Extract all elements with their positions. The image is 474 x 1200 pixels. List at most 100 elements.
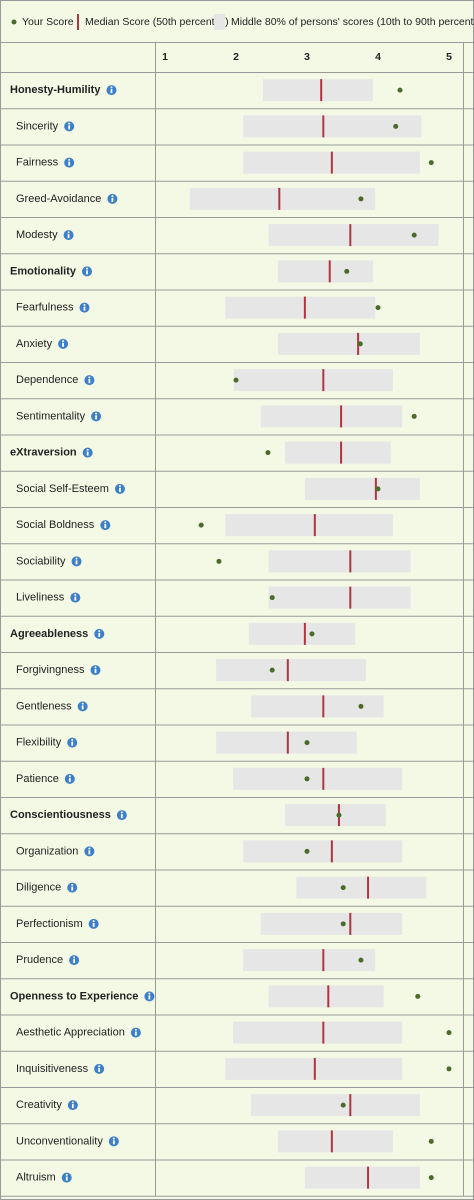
range-bar — [277, 260, 374, 283]
row-label: Gentleness — [16, 700, 72, 712]
row-label: Unconventionality — [16, 1135, 103, 1147]
info-stem — [74, 596, 77, 601]
info-icon[interactable] — [64, 773, 75, 784]
info-stem — [95, 415, 97, 420]
info-dot — [111, 195, 114, 198]
info-icon[interactable] — [67, 1100, 78, 1111]
info-icon[interactable] — [108, 1136, 119, 1147]
median-line — [349, 224, 352, 247]
row-label: Agreeableness — [10, 628, 88, 640]
info-icon[interactable] — [107, 193, 118, 204]
row-label: Social Boldness — [16, 519, 95, 531]
range-bar — [250, 695, 384, 718]
info-stem — [68, 777, 71, 782]
info-icon[interactable] — [144, 991, 155, 1002]
score-dot — [428, 1138, 434, 1144]
info-icon[interactable] — [91, 411, 102, 422]
row-label: Flexibility — [16, 737, 62, 749]
score-dot — [198, 522, 204, 528]
range-bar — [260, 405, 403, 428]
range-bar — [296, 876, 427, 899]
info-icon[interactable] — [106, 85, 117, 96]
info-stem — [119, 487, 121, 492]
info-dot — [94, 666, 97, 669]
row-label: Modesty — [16, 229, 58, 241]
info-dot — [86, 448, 89, 451]
range-bar — [268, 550, 411, 573]
x-tick-label: 1 — [162, 51, 168, 63]
range-bar — [243, 840, 403, 863]
info-icon[interactable] — [82, 447, 93, 458]
row-label: Conscientiousness — [10, 809, 111, 821]
info-icon[interactable] — [84, 375, 95, 386]
row-label: Organization — [16, 845, 78, 857]
median-line — [322, 369, 325, 392]
info-dot — [62, 340, 65, 343]
info-icon[interactable] — [70, 592, 81, 603]
info-icon[interactable] — [67, 882, 78, 893]
row-label: Diligence — [16, 882, 61, 894]
median-line — [322, 767, 325, 790]
info-dot — [75, 557, 78, 560]
info-icon[interactable] — [114, 483, 125, 494]
info-icon[interactable] — [84, 846, 95, 857]
info-dot — [73, 956, 76, 959]
info-icon[interactable] — [63, 230, 74, 241]
score-dot — [411, 413, 417, 419]
median-line — [328, 260, 331, 283]
score-dot — [393, 123, 399, 129]
info-stem — [134, 1031, 137, 1036]
range-bar — [284, 441, 391, 464]
info-icon[interactable] — [67, 737, 78, 748]
info-icon[interactable] — [88, 918, 99, 929]
info-icon[interactable] — [64, 121, 75, 132]
legend-dot — [11, 19, 17, 25]
score-dot — [265, 450, 271, 456]
info-stem — [111, 197, 114, 202]
info-icon[interactable] — [71, 556, 82, 567]
info-icon[interactable] — [90, 665, 101, 676]
score-dot — [375, 305, 381, 311]
info-dot — [134, 1028, 137, 1031]
median-line — [286, 731, 289, 754]
x-tick-label: 4 — [375, 51, 381, 63]
info-stem — [81, 705, 84, 710]
info-icon[interactable] — [94, 628, 105, 639]
info-dot — [148, 992, 151, 995]
info-icon[interactable] — [82, 266, 93, 277]
range-bar — [268, 586, 411, 609]
info-icon[interactable] — [77, 701, 88, 712]
median-line — [349, 586, 352, 609]
score-dot — [304, 776, 310, 782]
range-bar — [304, 477, 420, 500]
info-stem — [98, 632, 101, 637]
info-icon[interactable] — [79, 302, 90, 313]
info-stem — [112, 1140, 115, 1145]
info-icon[interactable] — [61, 1172, 72, 1183]
info-icon[interactable] — [64, 157, 75, 168]
row-label: Prudence — [16, 954, 63, 966]
range-bar — [189, 187, 376, 210]
score-dot — [269, 595, 275, 601]
range-bar — [284, 804, 386, 827]
legend-line — [77, 14, 79, 30]
info-dot — [71, 883, 74, 886]
info-icon[interactable] — [116, 810, 127, 821]
info-icon[interactable] — [100, 520, 111, 531]
info-dot — [68, 122, 71, 125]
info-icon[interactable] — [94, 1063, 105, 1074]
median-line — [349, 1094, 352, 1117]
info-icon[interactable] — [58, 338, 69, 349]
range-bar — [277, 332, 420, 355]
row-label: Social Self-Esteem — [16, 483, 109, 495]
info-icon[interactable] — [69, 955, 80, 966]
median-line — [330, 1130, 333, 1153]
info-stem — [110, 89, 113, 94]
row-label: Sincerity — [16, 120, 59, 132]
info-stem — [75, 560, 78, 565]
score-dot — [428, 160, 434, 166]
median-line — [367, 1166, 370, 1189]
range-bar — [225, 514, 393, 537]
range-bar — [216, 659, 366, 682]
info-icon[interactable] — [130, 1027, 141, 1038]
